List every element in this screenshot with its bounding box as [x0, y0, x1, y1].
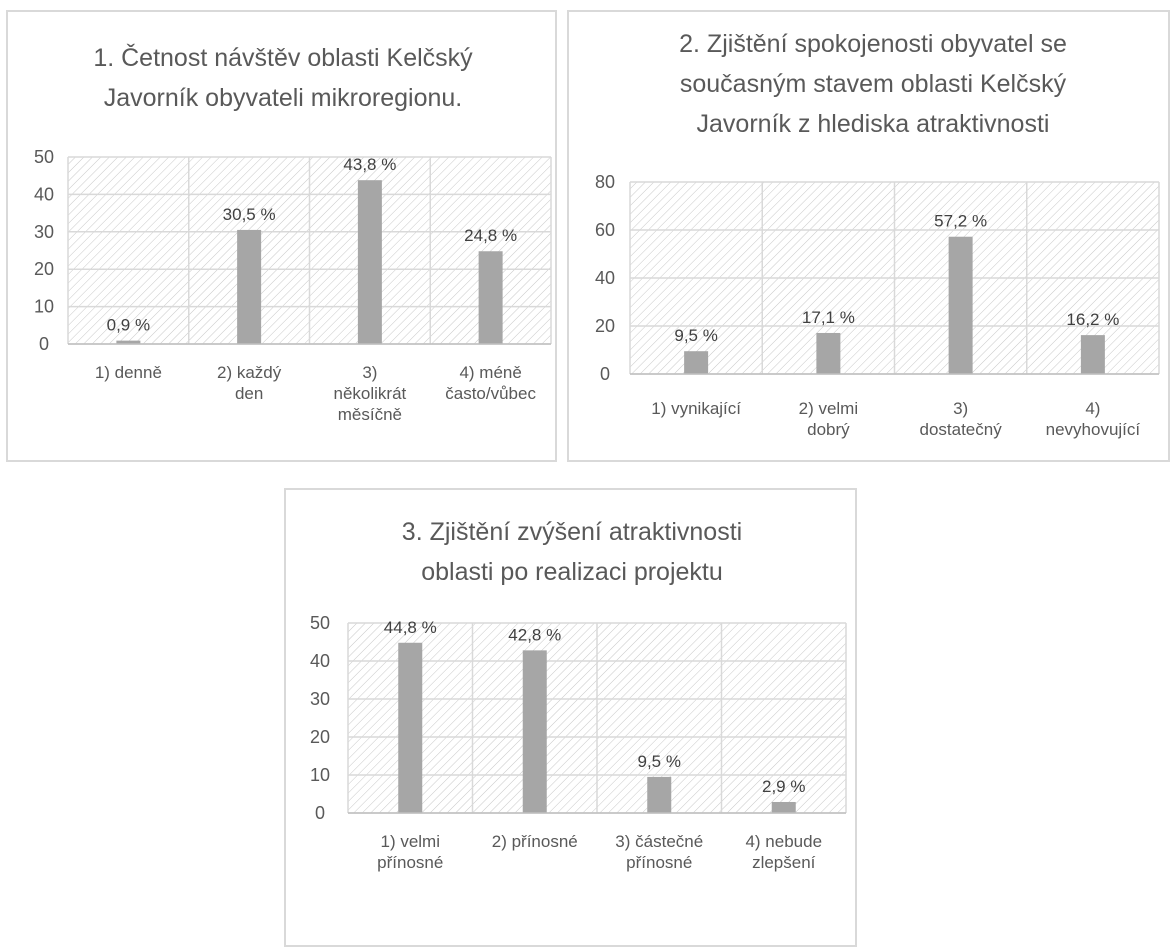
chart-1-title-line-1: 1. Četnost návštěv oblasti Kelčský — [93, 43, 473, 72]
chart-1-data-label-4: 24,8 % — [464, 226, 517, 245]
chart-1-data-label-3: 43,8 % — [343, 155, 396, 174]
chart-1-ytick-4: 40 — [34, 184, 54, 204]
chart-2-title-line-1: 2. Zjištění spokojenosti obyvatel se — [679, 30, 1067, 58]
chart-1-bar-4 — [478, 251, 503, 344]
chart-2-title-line-3: Javorník z hlediska atraktivnosti — [697, 110, 1050, 138]
chart-panel-3: 3. Zjištění zvýšení atraktivnosti oblasti… — [284, 488, 857, 947]
chart-2-category-label-2-line-1: 2) velmi — [799, 399, 859, 418]
chart-3-bar-3 — [647, 776, 672, 813]
chart-1-category-label-3-line-3: měsíčně — [338, 405, 402, 424]
chart-1-bar-3 — [357, 180, 382, 344]
chart-3-bar-1 — [398, 642, 423, 813]
chart-2-ytick-0: 0 — [600, 364, 610, 384]
chart-3-category-label-2-line-1: 2) přínosné — [492, 832, 578, 851]
chart-2-category-label-2-line-2: dobrý — [807, 420, 850, 439]
chart-3-data-label-3: 9,5 % — [638, 752, 681, 771]
chart-3-category-label-1-line-1: 1) velmi — [380, 832, 440, 851]
chart-3-data-label-1: 44,8 % — [384, 618, 437, 637]
chart-3-bar-4 — [771, 801, 796, 813]
chart-2-category-label-4-line-2: nevyhovující — [1046, 420, 1141, 439]
chart-panel-1: 1. Četnost návštěv oblasti Kelčský Javorn… — [6, 10, 557, 462]
chart-3-category-label-1-line-2: přínosné — [377, 853, 443, 872]
chart-2-ytick-3: 60 — [595, 220, 615, 240]
chart-1-data-label-2: 30,5 % — [223, 205, 276, 224]
chart-2-title-line-2: současným stavem oblasti Kelčský — [680, 70, 1067, 98]
chart-2-category-label-3-line-1: 3) — [953, 399, 968, 418]
chart-2-data-label-1: 9,5 % — [674, 326, 717, 345]
chart-2-data-label-4: 16,2 % — [1066, 310, 1119, 329]
chart-3-ytick-0: 0 — [315, 803, 325, 823]
chart-2-bar-3 — [948, 236, 973, 374]
chart-2-data-label-3: 57,2 % — [934, 212, 987, 231]
chart-1-category-label-3-line-2: několikrát — [333, 384, 406, 403]
chart-1-ytick-3: 30 — [34, 222, 54, 242]
chart-2-data-label-2: 17,1 % — [802, 308, 855, 327]
chart-3-data-label-2: 42,8 % — [508, 625, 561, 644]
chart-3-ytick-4: 40 — [310, 651, 330, 671]
chart-1-bar-2 — [237, 229, 262, 344]
chart-2-category-label-1-line-1: 1) vynikající — [651, 399, 741, 418]
chart-1-category-label-2-line-1: 2) každý — [217, 363, 282, 382]
chart-1-ytick-1: 10 — [34, 297, 54, 317]
chart-1-svg: 1. Četnost návštěv oblasti Kelčský Javorn… — [34, 43, 552, 424]
chart-3-bar-2 — [522, 650, 547, 813]
chart-panel-2: 2. Zjištění spokojenosti obyvatel se souč… — [567, 10, 1170, 462]
chart-3-category-label-3-line-2: přínosné — [626, 853, 692, 872]
chart-1-category-label-2-line-2: den — [235, 384, 263, 403]
chart-1-category-label-4-line-1: 4) méně — [459, 363, 521, 382]
chart-3-category-label-4-line-2: zlepšení — [752, 853, 816, 872]
chart-1-bar-1 — [116, 340, 141, 344]
chart-3-category-label-3-line-1: 3) částečné — [615, 832, 703, 851]
chart-2-ytick-2: 40 — [595, 268, 615, 288]
chart-3-ytick-1: 10 — [310, 765, 330, 785]
chart-3-title-line-1: 3. Zjištění zvýšení atraktivnosti — [402, 518, 742, 546]
chart-1-category-label-1-line-1: 1) denně — [95, 363, 162, 382]
chart-1-category-label-3-line-1: 3) — [362, 363, 377, 382]
chart-1-ytick-2: 20 — [34, 259, 54, 279]
chart-2-ytick-4: 80 — [595, 172, 615, 192]
chart-3-data-label-4: 2,9 % — [762, 777, 805, 796]
chart-3-title-line-2: oblasti po realizaci projektu — [421, 558, 723, 586]
chart-1-data-label-1: 0,9 % — [107, 316, 150, 335]
chart-2-category-label-4-line-1: 4) — [1085, 399, 1100, 418]
chart-1-ytick-0: 0 — [39, 334, 49, 354]
chart-1-ytick-5: 50 — [34, 147, 54, 167]
chart-3-ytick-5: 50 — [310, 613, 330, 633]
chart-3-svg: 3. Zjištění zvýšení atraktivnosti oblasti… — [310, 518, 847, 872]
chart-1-title-line-2: Javorník obyvateli mikroregionu. — [104, 84, 463, 112]
chart-2-bar-4 — [1080, 335, 1105, 374]
chart-3-ytick-2: 20 — [310, 727, 330, 747]
chart-2-category-label-3-line-2: dostatečný — [920, 420, 1003, 439]
chart-3-category-label-4-line-1: 4) nebude — [745, 832, 822, 851]
chart-2-svg: 2. Zjištění spokojenosti obyvatel se souč… — [595, 30, 1160, 439]
chart-2-ytick-1: 20 — [595, 316, 615, 336]
chart-2-bar-2 — [816, 332, 841, 374]
chart-3-ytick-3: 30 — [310, 689, 330, 709]
chart-1-category-label-4-line-2: často/vůbec — [445, 384, 536, 403]
chart-2-bar-1 — [684, 351, 709, 374]
